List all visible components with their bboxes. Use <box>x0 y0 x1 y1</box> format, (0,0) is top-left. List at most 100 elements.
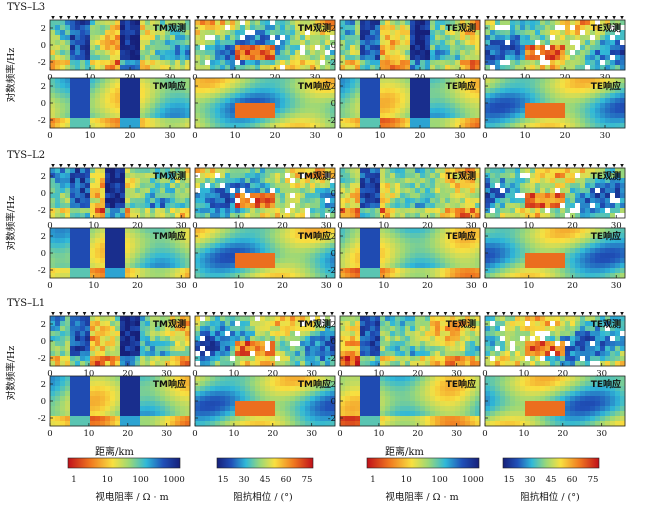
field-cell <box>430 30 436 36</box>
field-cell <box>375 50 381 56</box>
field-cell <box>590 243 596 249</box>
field-cell <box>605 168 611 174</box>
field-cell <box>110 213 116 219</box>
field-cell <box>70 30 76 36</box>
field-cell <box>90 331 96 337</box>
field-cell <box>110 88 116 94</box>
field-cell <box>120 208 126 214</box>
field-cell <box>265 243 271 249</box>
field-cell <box>515 55 521 61</box>
field-cell <box>170 50 176 56</box>
field-cell <box>410 30 416 36</box>
field-cell <box>565 263 571 269</box>
field-cell <box>435 208 441 214</box>
field-cell <box>205 178 211 184</box>
field-cell <box>295 25 301 31</box>
field-cell <box>495 50 501 56</box>
field-cell <box>460 118 466 124</box>
field-cell <box>255 50 261 56</box>
field-cell <box>265 25 271 31</box>
field-cell <box>95 173 101 179</box>
field-cell <box>55 213 61 219</box>
field-cell <box>120 45 126 51</box>
field-cell <box>240 188 246 194</box>
field-cell <box>220 20 226 26</box>
field-cell <box>110 20 116 26</box>
field-cell <box>100 321 106 327</box>
x-tick-label: 30 <box>600 131 611 141</box>
field-cell <box>205 88 211 94</box>
field-cell <box>275 248 281 254</box>
field-cell <box>395 118 401 124</box>
field-cell <box>405 238 411 244</box>
field-cell <box>475 168 481 174</box>
field-cell <box>355 25 361 31</box>
field-cell <box>95 228 101 234</box>
field-cell <box>195 248 201 254</box>
field-cell <box>410 188 416 194</box>
field-cell <box>355 173 361 179</box>
field-cell <box>290 198 296 204</box>
station-marker <box>196 16 200 20</box>
field-cell <box>425 45 431 51</box>
field-cell <box>560 103 566 109</box>
field-cell <box>535 233 541 239</box>
field-cell <box>425 203 431 209</box>
field-cell <box>105 351 111 357</box>
field-cell <box>575 30 581 36</box>
field-cell <box>545 188 551 194</box>
field-cell <box>455 193 461 199</box>
field-cell <box>270 103 276 109</box>
field-cell <box>170 193 176 199</box>
field-cell <box>395 45 401 51</box>
field-cell <box>555 65 561 71</box>
field-cell <box>460 178 466 184</box>
field-cell <box>245 30 251 36</box>
field-cell <box>420 118 426 124</box>
field-cell <box>350 45 356 51</box>
field-cell <box>455 203 461 209</box>
field-cell <box>215 35 221 41</box>
field-cell <box>135 183 141 189</box>
field-cell <box>295 238 301 244</box>
field-cell <box>170 30 176 36</box>
field-cell <box>395 83 401 89</box>
field-cell <box>590 193 596 199</box>
field-cell <box>400 40 406 46</box>
field-cell <box>605 198 611 204</box>
field-cell <box>325 40 331 46</box>
field-cell <box>235 25 241 31</box>
field-cell <box>410 183 416 189</box>
field-cell <box>220 188 226 194</box>
field-cell <box>320 25 326 31</box>
field-cell <box>265 228 271 234</box>
field-cell <box>115 213 121 219</box>
field-cell <box>400 65 406 71</box>
field-cell <box>85 268 91 274</box>
field-cell <box>320 123 326 129</box>
y-tick-label: 0 <box>331 189 336 199</box>
field-cell <box>410 113 416 119</box>
field-cell <box>390 103 396 109</box>
station-marker <box>106 16 110 20</box>
field-cell <box>100 168 106 174</box>
field-cell <box>540 198 546 204</box>
field-cell <box>290 103 296 109</box>
field-cell <box>75 83 81 89</box>
field-cell <box>235 233 241 239</box>
field-cell <box>165 35 171 41</box>
field-cell <box>280 268 286 274</box>
field-cell <box>195 208 201 214</box>
field-cell <box>390 78 396 84</box>
field-cell <box>495 30 501 36</box>
field-cell <box>465 188 471 194</box>
field-cell <box>495 45 501 51</box>
field-cell <box>555 253 561 259</box>
panel-label: TE响应 <box>591 80 621 92</box>
field-cell <box>495 183 501 189</box>
field-cell <box>230 198 236 204</box>
field-cell <box>85 258 91 264</box>
field-cell <box>70 238 76 244</box>
field-cell <box>310 108 316 114</box>
field-cell <box>445 238 451 244</box>
